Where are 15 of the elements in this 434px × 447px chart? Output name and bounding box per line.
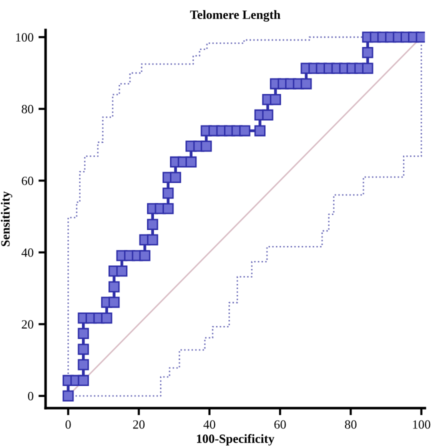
x-axis-title: 100-Specificity — [197, 434, 274, 446]
x-tick-label: 100 — [413, 420, 430, 429]
y-axis-title: Sensitivity — [0, 191, 12, 246]
x-tick-label: 20 — [133, 420, 145, 429]
x-tick-label: 60 — [274, 420, 286, 429]
y-tick-label: 40 — [22, 248, 34, 257]
x-tick-label: 0 — [66, 420, 71, 429]
x-tick-label: 80 — [344, 420, 356, 429]
y-tick-label: 80 — [22, 104, 34, 114]
y-tick-label: 100 — [16, 33, 34, 42]
x-tick-label: 40 — [203, 420, 216, 429]
y-tick-label: 0 — [28, 392, 34, 400]
y-tick-label: 20 — [22, 320, 34, 329]
y-tick-label: 60 — [22, 176, 34, 186]
chart-title: Telomere Length — [190, 10, 280, 22]
